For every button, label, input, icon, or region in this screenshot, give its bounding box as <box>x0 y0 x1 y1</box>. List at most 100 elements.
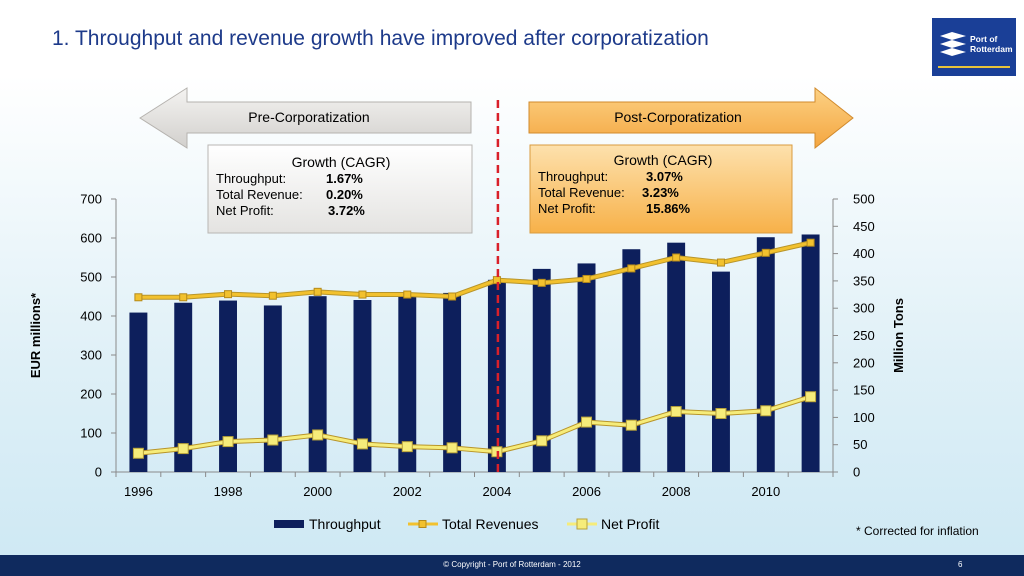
x-tick-label: 2008 <box>662 484 691 499</box>
throughput-bar <box>712 271 730 472</box>
total-revenues-line <box>138 241 811 299</box>
throughput-bar <box>263 305 282 472</box>
y-right-tick-label: 50 <box>853 437 867 452</box>
pre-corporatization-arrow <box>139 87 472 149</box>
slide-background <box>0 75 1024 555</box>
y-right-tick-label: 300 <box>853 301 875 316</box>
throughput-bar <box>219 300 237 472</box>
x-tick-label: 2006 <box>572 484 601 499</box>
total-revenues-point <box>313 287 322 296</box>
legend-revenues-marker <box>418 520 427 528</box>
throughput-bar <box>174 302 193 472</box>
net-profit-point <box>401 441 413 453</box>
y-right-tick-label: 450 <box>853 219 875 234</box>
legend-throughput-swatch <box>274 520 304 528</box>
net-profit-point <box>356 438 368 450</box>
total-revenues-point <box>582 274 591 283</box>
net-profit-point <box>446 442 458 454</box>
total-revenues-point <box>672 253 681 262</box>
total-revenues-point <box>761 248 770 257</box>
pre-corporatization-label: Pre-Corporatization <box>248 109 370 125</box>
y-right-tick-label: 100 <box>853 410 875 425</box>
x-tick-label: 2004 <box>482 484 511 499</box>
y-right-tick-label: 150 <box>853 383 875 398</box>
total-revenues-point <box>134 293 143 302</box>
title-number: 1. <box>52 27 70 50</box>
net-profit-point <box>670 406 682 418</box>
total-revenues-point <box>224 290 233 299</box>
net-profit-line-shadow <box>138 394 812 456</box>
post-cagr-row: Total Revenue: 3.23% <box>538 185 679 200</box>
total-revenues-point <box>627 264 636 273</box>
title-text: Throughput and revenue growth have impro… <box>74 27 709 50</box>
x-tick-label: 1998 <box>214 484 243 499</box>
y-axis-right-title: Million Tons <box>891 298 906 373</box>
total-revenues-point <box>806 238 815 247</box>
y-left-tick-label: 700 <box>80 192 102 207</box>
post-corporatization-label: Post-Corporatization <box>614 109 742 125</box>
net-profit-point <box>760 405 772 417</box>
pre-cagr-panel: Growth (CAGR) Throughput: 1.67% Total Rev… <box>216 154 466 219</box>
y-axis-left-title: EUR millions* <box>28 292 43 378</box>
y-right-tick-label: 350 <box>853 273 875 288</box>
net-profit-point <box>625 419 637 431</box>
total-revenues-point <box>537 278 546 287</box>
total-revenues-point <box>268 291 277 300</box>
pre-cagr-row: Total Revenue: 0.20% <box>216 187 363 202</box>
post-cagr-row: Net Profit: 15.86% <box>538 201 691 216</box>
y-left-tick-label: 600 <box>80 231 102 246</box>
legend-revenues-label: Total Revenues <box>442 516 539 532</box>
post-cagr-panel: Growth (CAGR) Throughput: 3.07% Total Rev… <box>538 152 788 217</box>
y-right-tick-label: 500 <box>853 192 875 207</box>
total-revenues-point <box>403 290 412 299</box>
y-left-tick-label: 0 <box>95 465 102 480</box>
net-profit-point <box>536 435 548 447</box>
throughput-bar <box>443 292 462 472</box>
x-tick-label: 2010 <box>751 484 780 499</box>
footer-bar: © Copyright - Port of Rotterdam - 2012 6 <box>0 555 1024 576</box>
inflation-footnote: * Corrected for inflation <box>856 524 979 538</box>
throughput-bar <box>129 312 148 472</box>
y-left-tick-label: 200 <box>80 387 102 402</box>
net-profit-point <box>581 416 593 428</box>
page-number: 6 <box>958 560 963 569</box>
port-of-rotterdam-logo: Port of Rotterdam <box>932 18 1016 76</box>
throughput-bar <box>801 234 820 472</box>
copyright-text: © Copyright - Port of Rotterdam - 2012 <box>443 560 581 569</box>
throughput-bar <box>756 237 775 472</box>
throughput-bar <box>308 296 327 472</box>
pre-cagr-row: Net Profit: 3.72% <box>216 203 365 218</box>
pre-cagr-heading: Growth (CAGR) <box>291 154 391 170</box>
net-profit-point <box>132 447 144 459</box>
x-tick-label: 2000 <box>303 484 332 499</box>
x-tick-label: 2002 <box>393 484 422 499</box>
total-revenues-point <box>448 292 457 301</box>
throughput-bar <box>532 268 551 472</box>
net-profit-line <box>138 395 812 455</box>
net-profit-point <box>267 434 279 446</box>
total-revenues-point <box>179 293 188 302</box>
throughput-bar <box>667 242 686 472</box>
total-revenues-point <box>716 258 725 267</box>
y-right-tick-label: 250 <box>853 328 875 343</box>
pre-cagr-row: Throughput: 1.67% <box>216 171 363 186</box>
net-profit-point <box>177 443 189 455</box>
y-right-tick-label: 200 <box>853 355 875 370</box>
logo-underline <box>938 66 1010 68</box>
y-right-tick-label: 400 <box>853 246 875 261</box>
slide-title: 1. Throughput and revenue growth have im… <box>52 27 709 51</box>
throughput-bar <box>398 296 417 472</box>
post-cagr-row: Throughput: 3.07% <box>538 169 683 184</box>
legend-profit-label: Net Profit <box>601 516 659 532</box>
total-revenues-point <box>358 290 367 299</box>
net-profit-point <box>312 429 324 441</box>
throughput-bar <box>353 300 372 472</box>
y-left-tick-label: 300 <box>80 348 102 363</box>
net-profit-point <box>805 391 817 403</box>
net-profit-point <box>222 436 234 448</box>
net-profit-point <box>715 408 727 419</box>
x-tick-label: 1996 <box>124 484 153 499</box>
y-left-tick-label: 100 <box>80 426 102 441</box>
legend-throughput-label: Throughput <box>309 516 381 532</box>
post-cagr-heading: Growth (CAGR) <box>613 152 713 168</box>
